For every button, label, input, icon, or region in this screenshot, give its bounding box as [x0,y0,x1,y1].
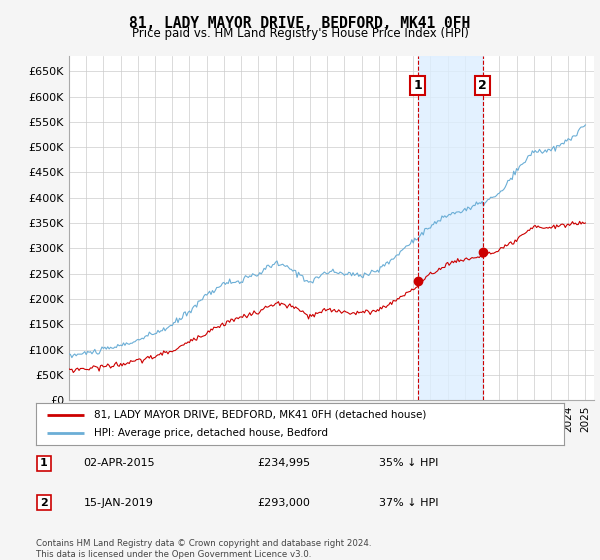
Text: 2: 2 [40,498,48,507]
Text: 81, LADY MAYOR DRIVE, BEDFORD, MK41 0FH: 81, LADY MAYOR DRIVE, BEDFORD, MK41 0FH [130,16,470,31]
Text: Price paid vs. HM Land Registry's House Price Index (HPI): Price paid vs. HM Land Registry's House … [131,27,469,40]
Text: HPI: Average price, detached house, Bedford: HPI: Average price, detached house, Bedf… [94,428,328,438]
Text: £234,995: £234,995 [258,459,311,468]
Text: 81, LADY MAYOR DRIVE, BEDFORD, MK41 0FH (detached house): 81, LADY MAYOR DRIVE, BEDFORD, MK41 0FH … [94,410,427,420]
Bar [418,56,483,400]
Text: 2: 2 [478,79,487,92]
Text: 1: 1 [40,459,48,468]
Text: £293,000: £293,000 [258,498,311,507]
Text: 15-JAN-2019: 15-JAN-2019 [83,498,154,507]
Text: 02-APR-2015: 02-APR-2015 [83,459,155,468]
Text: 1: 1 [413,79,422,92]
Text: 37% ↓ HPI: 37% ↓ HPI [379,498,439,507]
Text: Contains HM Land Registry data © Crown copyright and database right 2024.
This d: Contains HM Land Registry data © Crown c… [36,539,371,559]
Text: 35% ↓ HPI: 35% ↓ HPI [379,459,439,468]
